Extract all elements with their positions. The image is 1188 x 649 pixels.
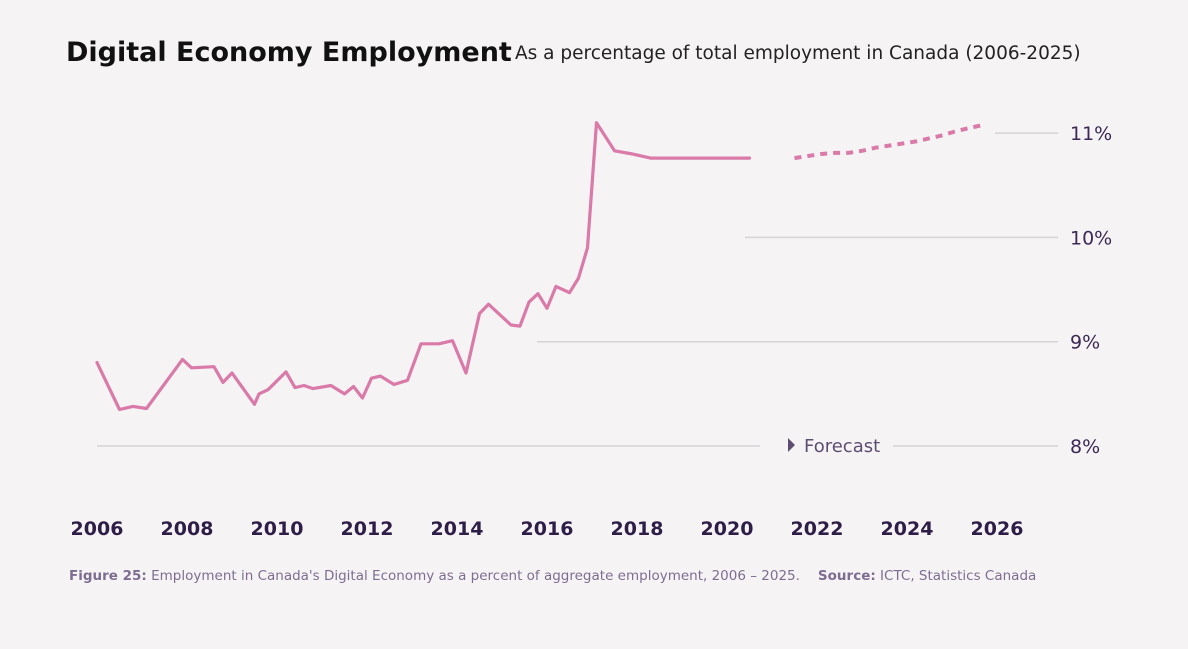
y-tick-label: 9% <box>1070 332 1100 354</box>
actual-series-line <box>95 121 752 412</box>
forecast-arrow-icon <box>788 438 795 452</box>
x-tick-label: 2018 <box>611 518 664 540</box>
x-axis: 2006 2008 2010 2012 2014 2016 2018 2020 2022 2024… <box>71 518 1024 540</box>
x-tick-label: 2016 <box>521 518 574 540</box>
figure-caption: Figure 25: Employment in Canada's Digita… <box>69 568 1036 584</box>
y-tick-label: 11% <box>1070 123 1112 145</box>
x-tick-label: 2020 <box>701 518 754 540</box>
y-tick-label: 8% <box>1070 436 1100 458</box>
caption-figure-label: Figure 25: <box>69 568 147 584</box>
x-tick-label: 2012 <box>341 518 394 540</box>
x-tick-label: 2024 <box>881 518 934 540</box>
caption-source-text: ICTC, Statistics Canada <box>876 568 1037 584</box>
x-tick-label: 2014 <box>431 518 484 540</box>
x-tick-label: 2008 <box>161 518 214 540</box>
gridlines <box>97 132 1058 447</box>
y-axis: 8% 9% 10% 11% <box>1070 123 1112 458</box>
series-layer <box>95 121 984 412</box>
x-tick-label: 2022 <box>791 518 844 540</box>
forecast-label: Forecast <box>804 436 880 457</box>
forecast-series-line <box>794 122 984 161</box>
caption-source-label: Source: <box>818 568 876 584</box>
x-tick-label: 2026 <box>971 518 1024 540</box>
x-tick-label: 2010 <box>251 518 304 540</box>
y-tick-label: 10% <box>1070 227 1112 249</box>
chart-title: Digital Economy Employment <box>66 37 512 68</box>
chart-subtitle: As a percentage of total employment in C… <box>515 43 1081 64</box>
x-tick-label: 2006 <box>71 518 124 540</box>
forecast-annotation: Forecast <box>788 436 880 457</box>
caption-figure-text: Employment in Canada's Digital Economy a… <box>147 568 800 584</box>
